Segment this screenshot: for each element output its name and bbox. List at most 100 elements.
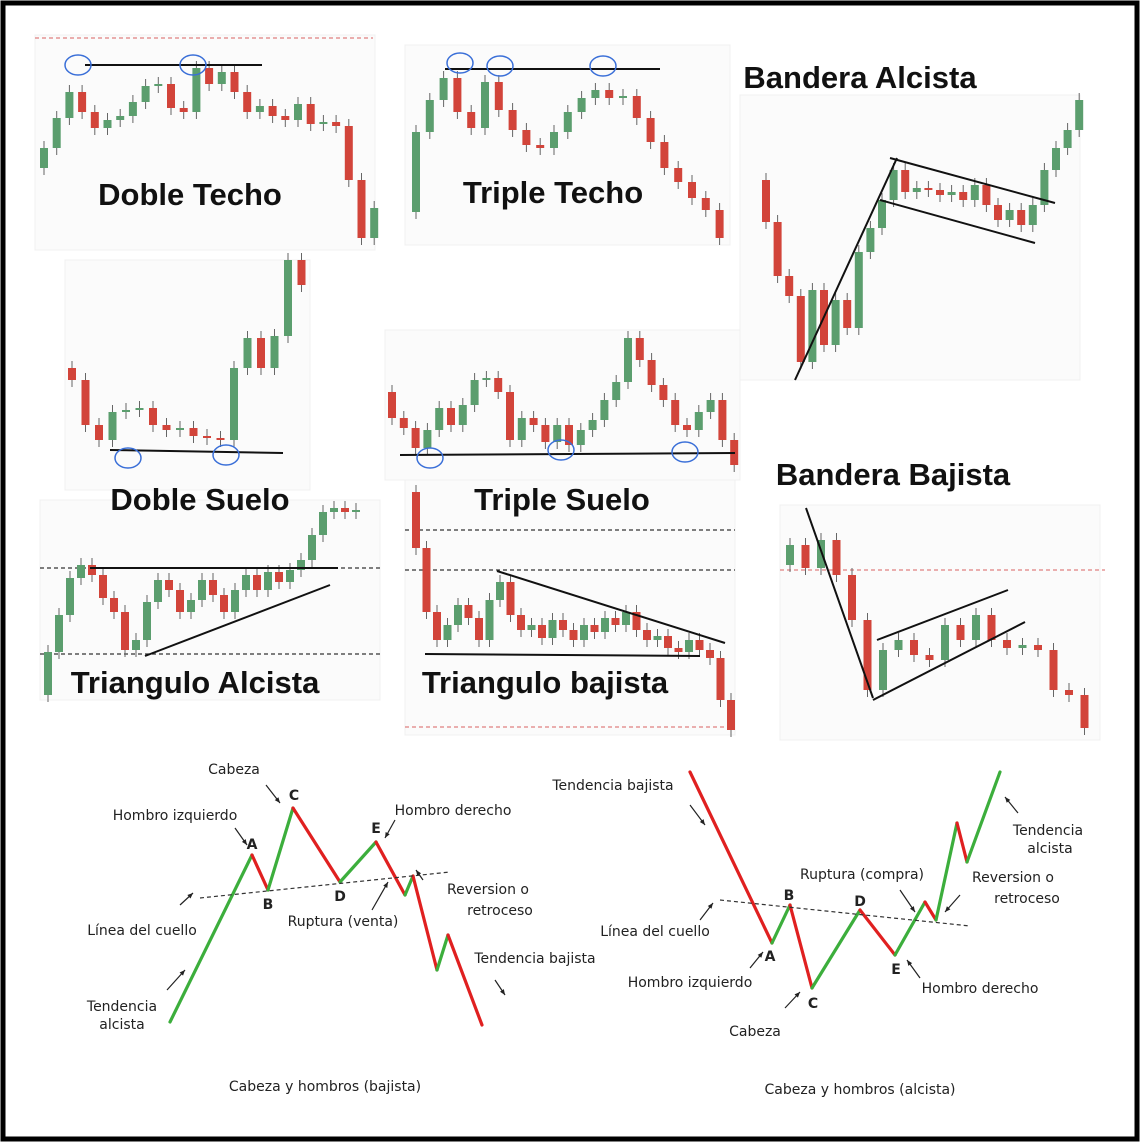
candle bbox=[453, 78, 462, 112]
candle bbox=[332, 122, 341, 126]
candle bbox=[399, 418, 408, 428]
candle bbox=[464, 605, 473, 618]
point-label: C bbox=[289, 788, 299, 804]
candle bbox=[808, 290, 817, 362]
arrow-head bbox=[699, 819, 705, 825]
candle bbox=[423, 430, 432, 448]
trend-line bbox=[399, 452, 736, 456]
candle bbox=[517, 615, 525, 630]
candle bbox=[1075, 100, 1084, 130]
candle bbox=[553, 425, 562, 442]
trend-line bbox=[879, 199, 1036, 244]
price-path bbox=[374, 840, 407, 897]
price-path bbox=[168, 853, 254, 1024]
trend-line bbox=[794, 157, 898, 381]
candle bbox=[1034, 645, 1042, 650]
candle bbox=[297, 260, 306, 285]
candle bbox=[674, 168, 683, 182]
candle bbox=[664, 636, 672, 648]
candle bbox=[994, 205, 1002, 220]
circle-mark bbox=[179, 54, 207, 76]
arrow-head bbox=[416, 870, 422, 876]
candle bbox=[255, 106, 264, 112]
panel bbox=[34, 34, 376, 251]
candle bbox=[588, 420, 597, 430]
annotation: Ruptura (venta) bbox=[288, 914, 399, 930]
candle bbox=[286, 570, 294, 582]
annotation: Hombro derecho bbox=[922, 981, 1039, 997]
candle bbox=[425, 100, 434, 132]
pattern-title: Doble Techo bbox=[98, 177, 282, 212]
candle bbox=[605, 90, 614, 98]
candle bbox=[135, 408, 144, 410]
candle bbox=[344, 126, 353, 180]
candle bbox=[843, 300, 852, 328]
candle bbox=[55, 615, 63, 652]
candle bbox=[253, 575, 261, 590]
candle bbox=[565, 425, 573, 445]
candle bbox=[108, 412, 117, 440]
candle bbox=[308, 535, 316, 560]
annotation: Tendencia bajista bbox=[551, 778, 673, 794]
arrow-head bbox=[187, 893, 193, 899]
candle bbox=[647, 360, 656, 385]
candle bbox=[580, 625, 588, 640]
candle bbox=[831, 300, 840, 345]
point-label: B bbox=[263, 897, 274, 913]
panel bbox=[779, 504, 1101, 741]
candle bbox=[773, 222, 782, 276]
annotation: Hombro derecho bbox=[395, 803, 512, 819]
price-path bbox=[955, 821, 969, 864]
candle bbox=[685, 640, 693, 652]
candle bbox=[506, 582, 515, 615]
candle bbox=[494, 82, 503, 110]
candle bbox=[706, 400, 715, 412]
candle bbox=[494, 378, 503, 392]
candle bbox=[832, 540, 841, 575]
annotation: retroceso bbox=[994, 891, 1060, 907]
candle bbox=[611, 618, 620, 625]
candle bbox=[357, 180, 366, 238]
candle bbox=[848, 575, 856, 620]
candle bbox=[527, 625, 536, 630]
candle bbox=[370, 208, 379, 238]
arrow-head bbox=[499, 989, 505, 995]
candle bbox=[972, 615, 980, 640]
trend-line bbox=[424, 653, 701, 657]
annotation: Línea del cuello bbox=[87, 923, 197, 939]
candle bbox=[941, 625, 949, 660]
candle bbox=[122, 410, 130, 412]
trend-line bbox=[109, 449, 284, 454]
candle bbox=[796, 296, 805, 362]
candle bbox=[622, 612, 630, 625]
annotation: alcista bbox=[99, 1017, 144, 1033]
candle bbox=[701, 198, 710, 210]
price-path bbox=[250, 853, 270, 892]
arrow-head bbox=[945, 906, 951, 912]
trend-line bbox=[876, 589, 1009, 641]
candle bbox=[44, 652, 52, 695]
candle bbox=[176, 590, 184, 612]
candle bbox=[203, 436, 211, 438]
candle bbox=[947, 192, 956, 195]
annotation: Cabeza bbox=[208, 762, 260, 778]
candle bbox=[116, 116, 125, 120]
candle bbox=[433, 612, 441, 640]
candle bbox=[230, 72, 239, 92]
candle bbox=[671, 400, 680, 425]
candle bbox=[77, 565, 85, 578]
candle bbox=[496, 582, 504, 600]
candle bbox=[103, 120, 112, 128]
candle bbox=[536, 145, 545, 148]
candle bbox=[563, 112, 572, 132]
candle bbox=[550, 132, 558, 148]
candle bbox=[66, 578, 74, 615]
candle bbox=[683, 425, 691, 430]
candle bbox=[264, 572, 272, 590]
candle bbox=[319, 122, 328, 124]
candle bbox=[508, 110, 517, 130]
candle bbox=[817, 540, 825, 568]
arrow-head bbox=[241, 839, 247, 845]
candle bbox=[167, 84, 175, 108]
